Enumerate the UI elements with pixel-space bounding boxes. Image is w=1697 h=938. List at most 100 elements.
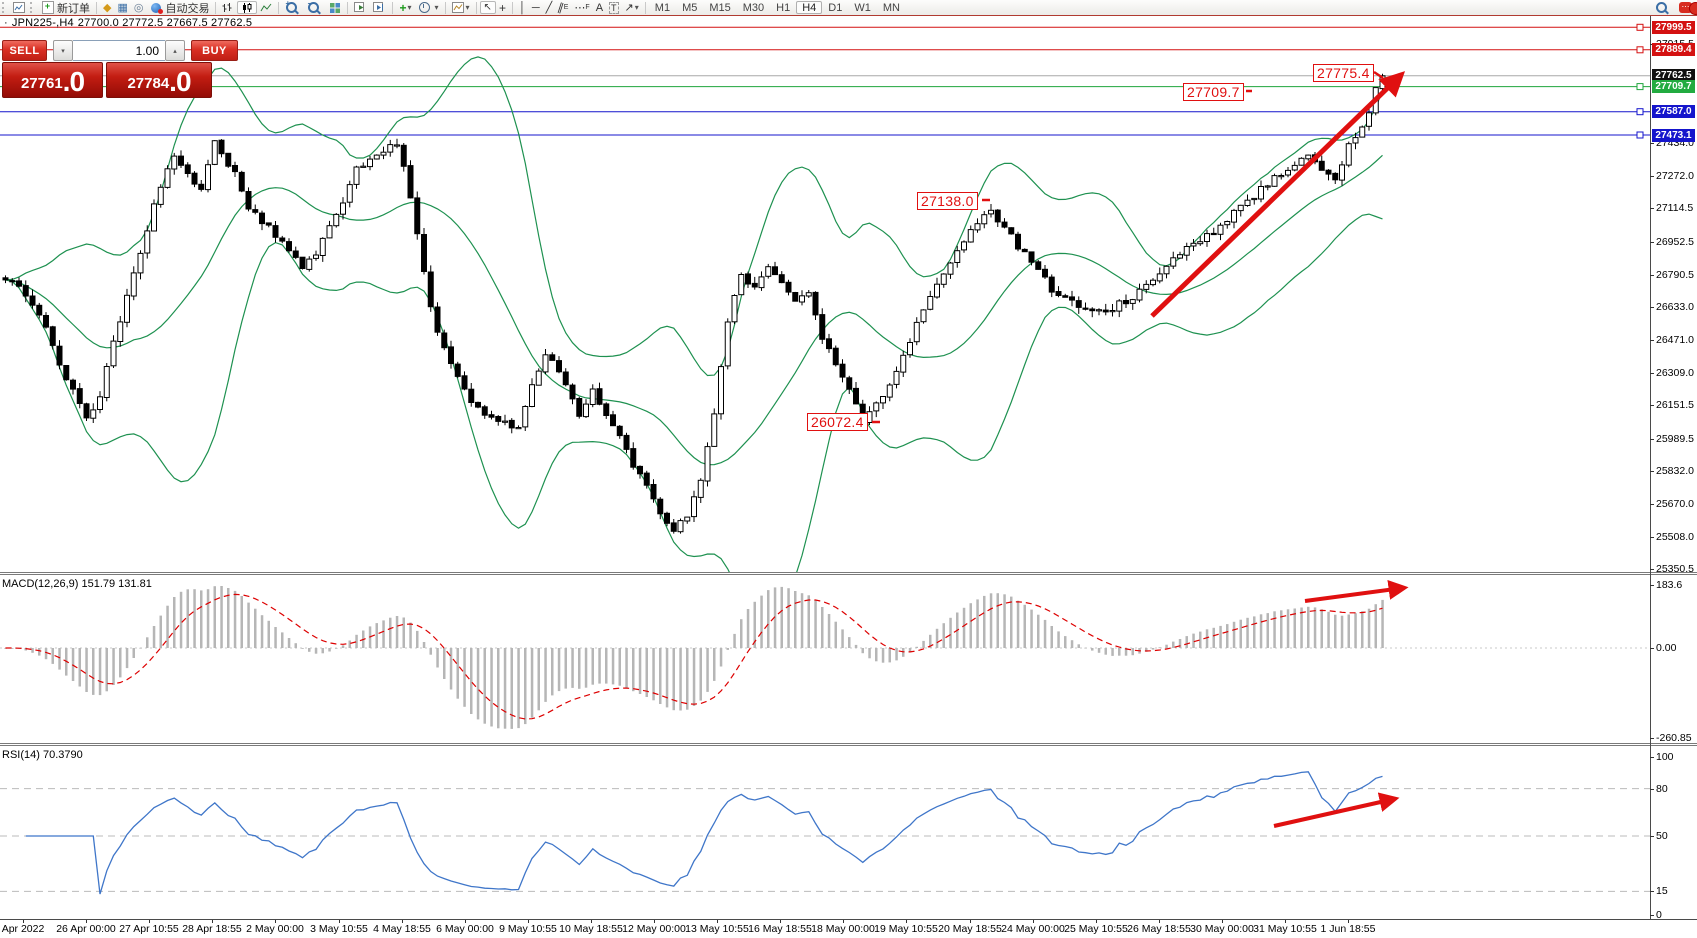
notification-icon[interactable] [1689,2,1697,15]
search-button[interactable] [1652,1,1674,15]
volume-decrease-button[interactable]: ▾ [53,40,73,61]
time-tick: 26 May 18:55 [1127,923,1191,935]
bar-chart-type-button[interactable] [219,1,237,15]
tab-D1[interactable]: D1 [822,1,848,14]
crosshair-icon: + [498,0,506,15]
label-tool-button[interactable]: T [606,1,622,15]
price-line-badge: 27889.4 [1652,43,1695,56]
tab-M5[interactable]: M5 [676,1,703,14]
hline-tool-button[interactable]: ─ [529,1,543,15]
auto-trading-label: 自动交易 [165,2,210,15]
step-forward-button[interactable] [370,1,389,15]
price-tick-mark [1650,504,1654,505]
signal-icon: ◎ [133,2,144,14]
chat-button[interactable]: ⋯ [1674,1,1697,15]
time-tick-mark [212,920,213,923]
add-indicator-button[interactable]: + ▾ [396,1,414,15]
market-watch-button[interactable]: ▦ [114,1,130,15]
macd-label: MACD(12,26,9) 151.79 131.81 [2,578,152,590]
new-order-button[interactable]: + 新订单 [38,1,93,15]
trendline-tool-button[interactable]: ╱ [543,1,556,15]
zoom-out-button[interactable]: − [304,0,326,15]
period-menu-button[interactable]: ▾ [415,1,442,15]
price-annotation[interactable]: 27709.7 [1183,83,1244,101]
arrange-charts-button[interactable] [351,1,370,15]
time-tick-mark [23,920,24,923]
channel-tool-button[interactable]: ∥ E [555,1,571,14]
line-chart-type-button[interactable] [257,1,275,15]
time-tick-mark [717,920,718,923]
price-line-badge: 27709.7 [1652,80,1695,93]
zoom-in-icon [286,2,298,13]
template-icon [451,2,464,13]
signals-button[interactable]: ◎ [131,1,147,15]
tab-M30[interactable]: M30 [737,1,770,14]
tab-M1[interactable]: M1 [649,1,676,14]
tab-M15[interactable]: M15 [703,1,736,14]
panel-divider2[interactable] [0,743,1697,746]
macd-panel[interactable] [0,575,1650,743]
time-tick-mark [86,920,87,923]
tab-MN[interactable]: MN [877,1,906,14]
time-tick: 13 May 10:55 [685,923,749,935]
zoom-in-button[interactable]: + [282,0,304,15]
price-tick-mark [1650,242,1654,243]
fibonacci-tool-button[interactable]: ⋯ F [571,1,592,15]
rsi-tick: 50 [1656,830,1668,842]
buy-price-box[interactable]: 27784.0 [106,62,212,98]
time-tick: 19 May 10:55 [874,923,938,935]
rsi-tick-mark [1650,836,1654,837]
candle-chart-type-button[interactable] [237,1,258,14]
text-tool-button[interactable]: A [593,1,606,15]
vline-tool-button[interactable]: │ [516,1,529,15]
toolbar-grip[interactable] [2,2,7,13]
price-tick: 26952.5 [1656,236,1694,248]
rsi-panel[interactable] [0,746,1650,919]
tile-windows-button[interactable] [326,1,344,15]
trendline-icon: ╱ [545,2,553,14]
time-tick: 27 Apr 10:55 [119,923,179,935]
auto-trading-button[interactable]: 自动交易 [146,1,212,15]
templates-button[interactable]: ▾ [449,1,473,15]
rsi-tick: 100 [1656,751,1674,763]
arrows-tool-button[interactable]: ↗ ▾ [622,1,642,15]
volume-increase-button[interactable]: ▴ [165,40,185,61]
tab-W1[interactable]: W1 [848,1,877,14]
price-tick: 26633.0 [1656,301,1694,313]
buy-button[interactable]: BUY [191,40,238,61]
timeframe-toolbar: M1 M5 M15 M30 H1 H4 D1 W1 MN [649,1,906,14]
time-tick-mark [654,920,655,923]
time-tick-mark [1348,920,1349,923]
price-tick-mark [1650,275,1654,276]
cursor-tool-button[interactable]: ↖ [479,1,496,14]
chart-window-button[interactable] [10,1,28,15]
profiles-button[interactable]: ◆ [100,1,114,15]
bid-price-pips: .0 [62,66,85,97]
new-order-icon: + [41,1,54,14]
toolbar-grip2[interactable] [30,2,35,13]
price-annotation[interactable]: 27138.0 [917,192,978,210]
time-tick-mark [591,920,592,923]
panel-divider[interactable] [0,572,1697,575]
tab-H4[interactable]: H4 [796,1,823,14]
time-tick: 10 May 18:55 [559,923,623,935]
price-annotation[interactable]: 26072.4 [807,413,868,431]
chart-header: · JPN225-,H4 27700.0 27772.5 27667.5 27762… [4,17,256,29]
price-annotation[interactable]: 27775.4 [1313,64,1374,82]
step-forward-icon [373,2,384,12]
tab-H1[interactable]: H1 [770,1,796,14]
volume-input[interactable] [73,40,165,61]
price-tick-mark [1650,537,1654,538]
price-tick-mark [1650,208,1654,209]
label-icon: T [609,1,619,14]
sell-price-box[interactable]: 27761.0 [2,62,103,98]
time-tick-mark [1033,920,1034,923]
rsi-tick-mark [1650,915,1654,916]
crosshair-tool-button[interactable]: + [496,1,509,15]
price-tick-mark [1650,340,1654,341]
main-chart[interactable] [0,15,1650,572]
rsi-tick: 80 [1656,783,1668,795]
chat-icon: ⋯ [1679,2,1692,13]
sell-button[interactable]: SELL [2,40,47,61]
macd-tick: 0.00 [1656,642,1677,654]
